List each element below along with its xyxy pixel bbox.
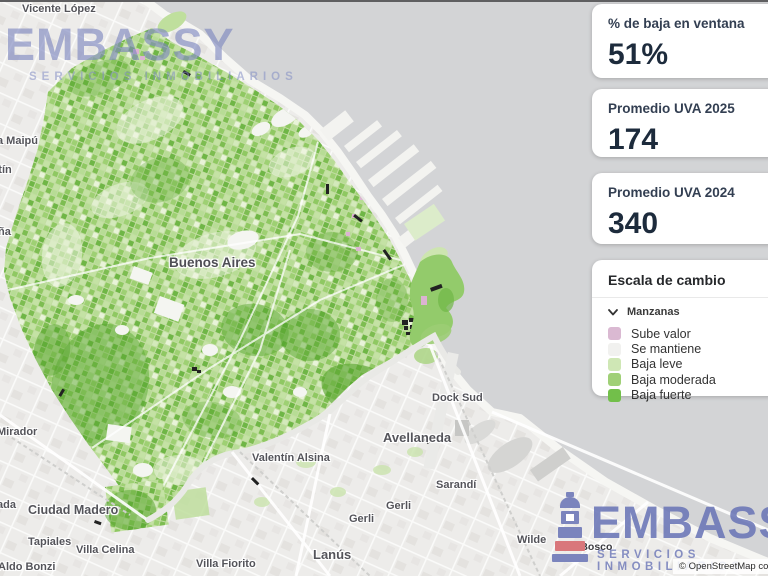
suburb-marks	[93, 437, 430, 526]
legend-item-label: Baja moderada	[631, 372, 716, 387]
map-label-gerli-east: Gerli	[386, 500, 412, 512]
legend-item-label: Baja leve	[631, 357, 683, 372]
chevron-down-icon	[608, 308, 618, 315]
legend-swatch	[608, 373, 621, 387]
map-label-mirador: Mirador	[0, 426, 38, 438]
lighthouse-icon	[552, 492, 588, 562]
legend-item-se-mantiene: Se mantiene	[608, 341, 762, 356]
map-label-dock-sud: Dock Sud	[432, 392, 483, 404]
legend-item-label: Sube valor	[631, 326, 691, 341]
railways	[0, 351, 541, 576]
stat-card-pct-baja: % de baja en ventana 51%	[592, 4, 768, 78]
legend-item-sube-valor: Sube valor	[608, 326, 762, 341]
legend-swatch	[608, 342, 621, 356]
industrial-patches	[455, 419, 571, 482]
legend-swatch	[608, 388, 621, 402]
legend-item-label: Baja fuerte	[631, 388, 692, 403]
map-label-na: ña	[0, 226, 11, 238]
map-label-aldo-bonzi: Aldo Bonzi	[0, 561, 56, 573]
stat-value: 174	[608, 123, 659, 156]
legend-swatch	[608, 327, 621, 341]
legend-item-label: Se mantiene	[631, 342, 702, 357]
window-top-edge	[0, 0, 768, 2]
legend-card: Escala de cambio Manzanas Sube valor Se …	[592, 260, 768, 402]
map-label-avellaneda: Avellaneda	[383, 430, 452, 445]
map-label-vicente-lopez: Vicente López	[22, 3, 96, 15]
costanera-reserve	[404, 203, 465, 348]
stat-card-uva-2025: Promedio UVA 2025 174	[592, 89, 768, 157]
layer-toggle-manzanas[interactable]: Manzanas	[608, 306, 762, 318]
map-label-sarandi: Sarandí	[436, 479, 477, 491]
dock-sud-canal	[423, 352, 459, 470]
stat-label: Promedio UVA 2024	[608, 185, 735, 200]
map-label-ada: ada	[0, 499, 16, 511]
map-label-maipu: a Maipú	[0, 135, 38, 147]
map-label-villa-celina: Villa Celina	[76, 544, 135, 556]
map-label-valentin-alsina: Valentín Alsina	[252, 452, 330, 464]
legend-item-baja-moderada: Baja moderada	[608, 372, 762, 387]
osm-attribution-link[interactable]: © OpenStreetMap contributors	[673, 559, 768, 574]
divider	[592, 297, 768, 298]
legend-swatch	[608, 357, 621, 371]
map-label-lanus: Lanús	[313, 547, 352, 562]
suburb-roads	[0, 344, 768, 576]
legend-title: Escala de cambio	[608, 272, 726, 288]
stat-label: Promedio UVA 2025	[608, 101, 735, 116]
stat-value: 340	[608, 207, 659, 240]
map-label-tapiales: Tapiales	[28, 536, 72, 548]
legend-item-baja-fuerte: Baja fuerte	[608, 388, 762, 403]
map-label-san-martin: rtín	[0, 164, 12, 176]
legend-item-baja-leve: Baja leve	[608, 357, 762, 372]
map-label-wilde: Wilde	[517, 534, 547, 546]
map-label-ciudad-madero: Ciudad Madero	[28, 503, 119, 517]
map-label-gerli-west: Gerli	[349, 513, 375, 525]
layer-toggle-label: Manzanas	[627, 306, 680, 318]
map-label-villa-fiorito: Villa Fiorito	[196, 558, 256, 570]
stat-label: % de baja en ventana	[608, 16, 745, 31]
port-piers	[320, 110, 443, 248]
city-detail	[7, 49, 421, 516]
stat-card-uva-2024: Promedio UVA 2024 340	[592, 173, 768, 244]
stat-value: 51%	[608, 38, 669, 71]
map-label-buenos-aires: Buenos Aires	[169, 255, 256, 270]
riachuelo-river	[145, 331, 461, 523]
